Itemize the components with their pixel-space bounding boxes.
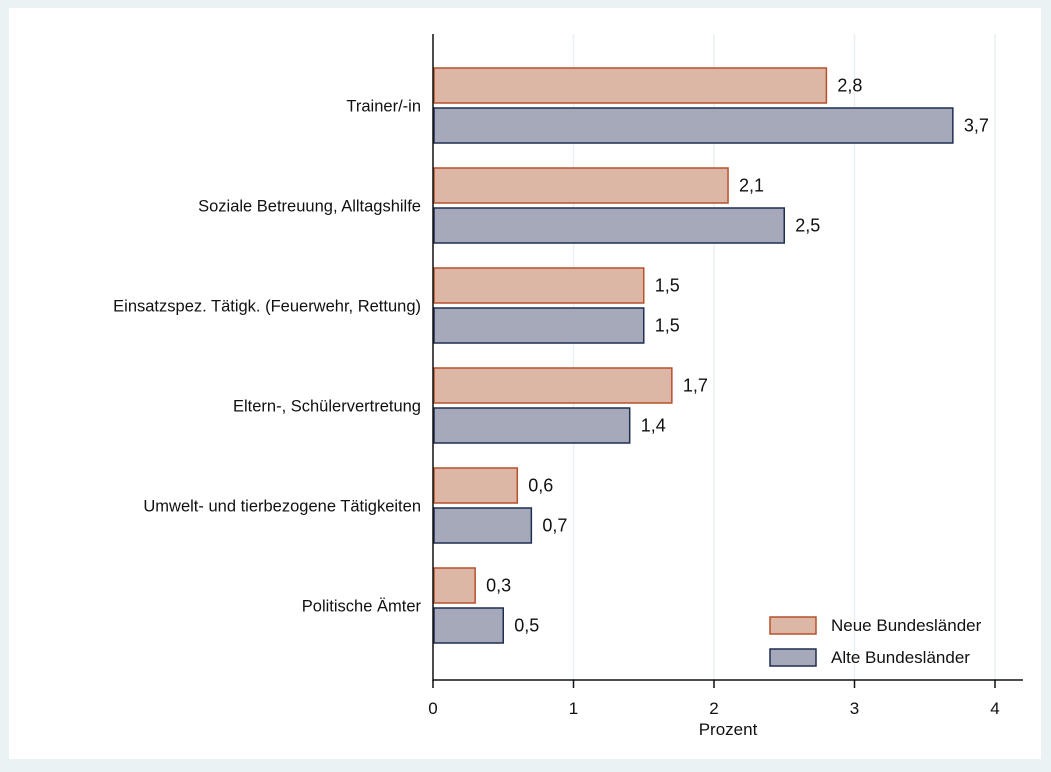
value-label-neue-0: 2,8 [837, 76, 862, 96]
x-tick-label-0: 0 [428, 699, 437, 718]
category-label-0: Trainer/-in [346, 98, 421, 116]
value-label-neue-3: 1,7 [683, 376, 708, 396]
bar-neue-4 [433, 467, 519, 504]
bars-group [433, 67, 954, 644]
bar-neue-1 [433, 167, 729, 204]
bar-alte-4 [433, 507, 533, 544]
bar-neue-3 [433, 367, 673, 404]
bar-alte-3 [433, 407, 631, 444]
value-labels-group: 2,8 3,7 2,1 2,5 1,5 1,5 1,7 1,4 0,6 0,7 0,30,5 [486, 76, 989, 636]
x-axis-title: Prozent [699, 720, 758, 739]
bar-alte-1 [433, 207, 785, 244]
value-label-neue-4: 0,6 [528, 476, 553, 496]
x-tick-label-2: 2 [709, 699, 718, 718]
x-ticks-group: 0 1 2 3 4 [428, 680, 1000, 718]
axes-group [432, 34, 1023, 681]
legend-label-1: Alte Bundesländer [831, 648, 970, 667]
value-label-neue-5: 0,3 [486, 576, 511, 596]
bar-alte-0 [433, 107, 954, 144]
bar-neue-2 [433, 267, 645, 304]
legend-swatch-0 [769, 616, 817, 635]
bar-alte-5 [433, 607, 504, 644]
legend-swatch-1 [769, 648, 817, 667]
x-tick-label-3: 3 [850, 699, 859, 718]
value-label-neue-1: 2,1 [739, 176, 764, 196]
category-label-5: Politische Ämter [302, 598, 422, 616]
x-tick-label-4: 4 [990, 699, 999, 718]
bar-neue-0 [433, 67, 828, 104]
category-labels-group: Trainer/-in Soziale Betreuung, Alltagshil… [113, 98, 421, 616]
legend: Neue Bundesländer Alte Bundesländer [769, 616, 982, 667]
value-label-neue-2: 1,5 [655, 276, 680, 296]
category-label-2: Einsatzspez. Tätigk. (Feuerwehr, Rettung… [113, 298, 421, 316]
value-label-alte-0: 3,7 [964, 116, 989, 136]
legend-label-0: Neue Bundesländer [831, 616, 982, 635]
x-tick-label-1: 1 [569, 699, 578, 718]
value-label-alte-4: 0,7 [542, 516, 567, 536]
category-label-4: Umwelt- und tierbezogene Tätigkeiten [143, 498, 421, 516]
bar-neue-5 [433, 567, 476, 604]
bar-alte-2 [433, 307, 645, 344]
value-label-alte-3: 1,4 [641, 416, 666, 436]
value-label-alte-1: 2,5 [795, 216, 820, 236]
category-label-3: Eltern-, Schülervertretung [233, 398, 421, 416]
value-label-alte-5: 0,5 [514, 616, 539, 636]
category-label-1: Soziale Betreuung, Alltagshilfe [198, 198, 421, 216]
value-label-alte-2: 1,5 [655, 316, 680, 336]
